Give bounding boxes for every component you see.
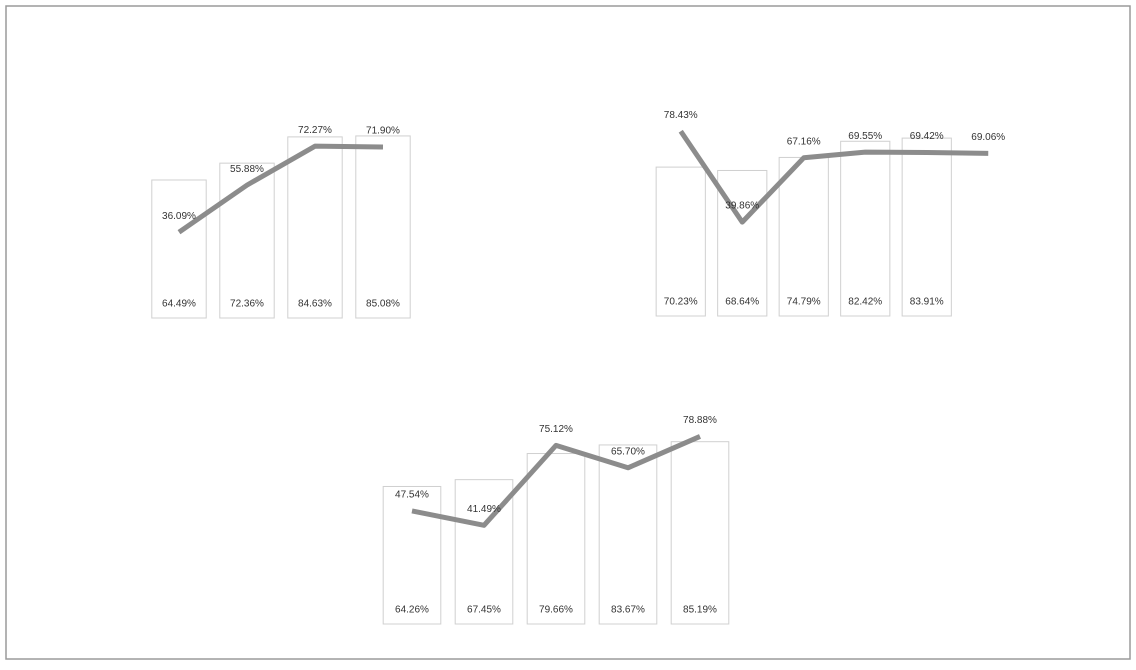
bar-value-label: 85.08% [366, 299, 400, 310]
bar [382, 485, 442, 625]
line-value-label: 47.54% [395, 490, 429, 501]
bar [778, 156, 829, 317]
bar-value-label: 83.67% [611, 605, 645, 616]
line-value-label: 39.86% [725, 201, 759, 212]
line-value-label: 71.90% [366, 126, 400, 137]
line-value-label: 69.42% [910, 131, 944, 142]
bar [901, 137, 952, 317]
bar [355, 135, 411, 319]
line-series [411, 434, 701, 528]
bar-value-label: 85.19% [683, 605, 717, 616]
line-value-label: 69.06% [971, 132, 1005, 143]
bar-value-label: 74.79% [787, 297, 821, 308]
bar [655, 166, 706, 317]
bar-value-label: 64.26% [395, 605, 429, 616]
line-value-label: 72.27% [298, 125, 332, 136]
line-value-label: 65.70% [611, 446, 645, 457]
bar [840, 140, 891, 317]
line-value-label: 55.88% [230, 164, 264, 175]
line-value-label: 67.16% [787, 136, 821, 147]
bar [219, 162, 275, 319]
bar-value-label: 67.45% [467, 605, 501, 616]
bar [454, 479, 514, 625]
line-series [177, 143, 384, 235]
bar [670, 441, 730, 625]
bar [598, 444, 658, 625]
bar-value-label: 68.64% [725, 297, 759, 308]
line-value-label: 69.55% [848, 131, 882, 142]
bar-value-label: 84.63% [298, 299, 332, 310]
bar-value-label: 79.66% [539, 605, 573, 616]
bar [151, 179, 207, 319]
bar-value-label: 70.23% [664, 297, 698, 308]
bar-value-label: 72.36% [230, 299, 264, 310]
line-value-label: 75.12% [539, 424, 573, 435]
line-series [678, 129, 989, 225]
bar-value-label: 82.42% [848, 297, 882, 308]
bar [526, 453, 586, 625]
line-value-label: 36.09% [162, 211, 196, 222]
line-value-label: 78.88% [683, 415, 717, 426]
line-value-label: 41.49% [467, 504, 501, 515]
bar-value-label: 83.91% [910, 297, 944, 308]
bar-value-label: 64.49% [162, 299, 196, 310]
line-value-label: 78.43% [664, 110, 698, 121]
bar [287, 136, 343, 319]
